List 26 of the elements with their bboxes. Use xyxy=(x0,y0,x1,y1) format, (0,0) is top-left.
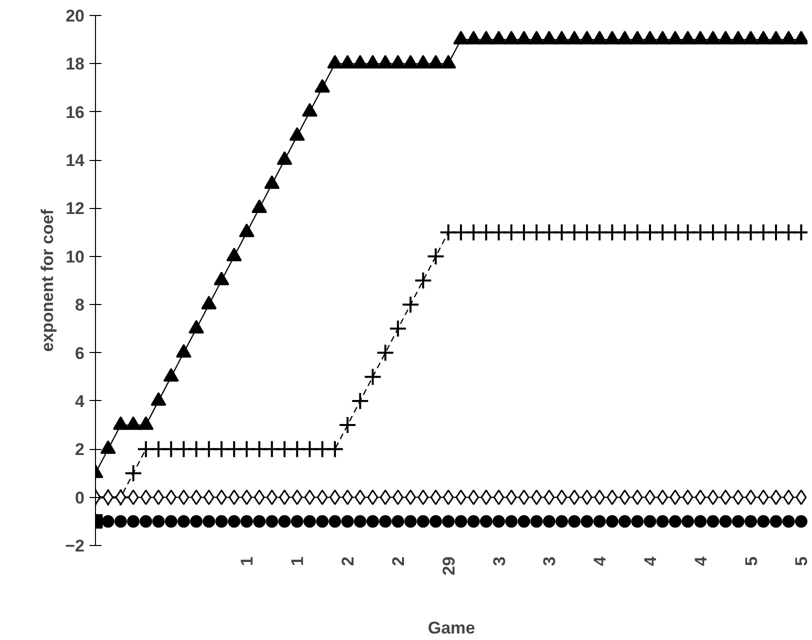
y-tick-label: 12 xyxy=(66,199,85,218)
y-tick-label: 8 xyxy=(75,296,85,315)
x-tick-label: 3 xyxy=(540,556,560,566)
y-tick-label: 2 xyxy=(75,440,85,460)
y-tick-label: 16 xyxy=(66,102,85,122)
x-tick-label: 2 xyxy=(388,556,408,566)
y-tick-label: −2 xyxy=(65,536,85,556)
y-tick-label: 10 xyxy=(66,247,85,266)
x-tick-label: 5 xyxy=(792,556,812,566)
x-tick-label: 1 xyxy=(288,556,308,566)
x-tick-label: 3 xyxy=(490,556,509,566)
x-axis-title: Game xyxy=(428,618,476,638)
y-tick-label: 4 xyxy=(75,392,86,411)
x-tick-label: 29 xyxy=(439,556,458,576)
x-tick-label: 4 xyxy=(640,556,660,566)
x-tick-label: 4 xyxy=(590,556,610,566)
y-axis-title: exponent for coef xyxy=(38,208,58,352)
x-tick-label: 4 xyxy=(691,556,710,566)
y-tick-label: 20 xyxy=(66,6,85,26)
y-tick-label: 18 xyxy=(66,54,85,74)
y-tick-label: 14 xyxy=(66,151,86,170)
x-tick-label: 2 xyxy=(338,556,358,566)
x-tick-label: 1 xyxy=(238,556,257,566)
x-tick-label: 5 xyxy=(742,556,761,566)
y-tick-label: 6 xyxy=(75,344,85,363)
y-tick-label: 0 xyxy=(75,488,85,508)
